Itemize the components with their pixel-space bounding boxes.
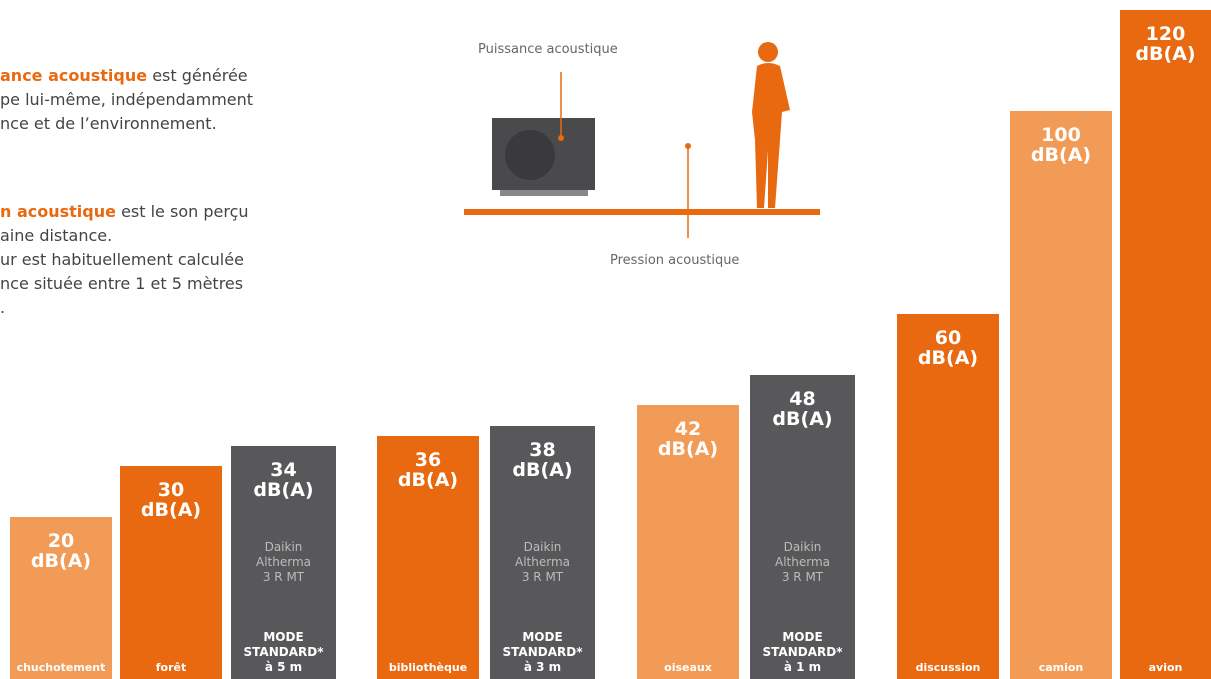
category-label: MODE STANDARD* à 3 m bbox=[490, 630, 595, 675]
category-label: MODE STANDARD* à 1 m bbox=[750, 630, 855, 675]
category-label: bibliothèque bbox=[377, 660, 479, 675]
bar: 34 dB(A) Daikin Altherma 3 R MT MODE STAND… bbox=[231, 446, 336, 679]
unit-base bbox=[500, 190, 588, 196]
category-label: MODE STANDARD* à 5 m bbox=[231, 630, 336, 675]
page: ance acoustique est généréepe lui-même, … bbox=[0, 0, 1211, 679]
product-label: Daikin Altherma 3 R MT bbox=[750, 540, 855, 585]
category-label: camion bbox=[1010, 660, 1112, 675]
ground bbox=[464, 209, 820, 215]
bar: 120 dB(A) avion bbox=[1120, 10, 1211, 679]
bar: 42 dB(A) oiseaux bbox=[637, 405, 739, 679]
bar: 48 dB(A) Daikin Altherma 3 R MT MODE STAND… bbox=[750, 375, 855, 679]
value-label: 48 dB(A) bbox=[750, 389, 855, 429]
bar: 30 dB(A) forêt bbox=[120, 466, 222, 679]
value-label: 100 dB(A) bbox=[1010, 125, 1112, 165]
product-label: Daikin Altherma 3 R MT bbox=[231, 540, 336, 585]
category-label: forêt bbox=[120, 660, 222, 675]
category-label: discussion bbox=[897, 660, 999, 675]
value-label: 30 dB(A) bbox=[120, 480, 222, 520]
person bbox=[752, 42, 790, 208]
value-label: 120 dB(A) bbox=[1120, 24, 1211, 64]
pointer-dot bbox=[558, 135, 564, 141]
category-label: avion bbox=[1120, 660, 1211, 675]
product-label: Daikin Altherma 3 R MT bbox=[490, 540, 595, 585]
value-label: 34 dB(A) bbox=[231, 460, 336, 500]
value-label: 36 dB(A) bbox=[377, 450, 479, 490]
bar: 38 dB(A) Daikin Altherma 3 R MT MODE STAND… bbox=[490, 426, 595, 679]
bar: 100 dB(A) camion bbox=[1010, 111, 1112, 679]
unit-fan bbox=[505, 130, 555, 180]
pointer-dot bbox=[685, 143, 691, 149]
diagram-label: Pression acoustique bbox=[610, 253, 739, 268]
value-label: 38 dB(A) bbox=[490, 440, 595, 480]
bar: 20 dB(A) chuchotement bbox=[10, 517, 112, 679]
bar: 60 dB(A) discussion bbox=[897, 314, 999, 679]
category-label: oiseaux bbox=[637, 660, 739, 675]
value-label: 42 dB(A) bbox=[637, 419, 739, 459]
value-label: 20 dB(A) bbox=[10, 531, 112, 571]
diagram-label: Puissance acoustique bbox=[478, 42, 618, 57]
bar: 36 dB(A) bibliothèque bbox=[377, 436, 479, 679]
value-label: 60 dB(A) bbox=[897, 328, 999, 368]
category-label: chuchotement bbox=[10, 660, 112, 675]
